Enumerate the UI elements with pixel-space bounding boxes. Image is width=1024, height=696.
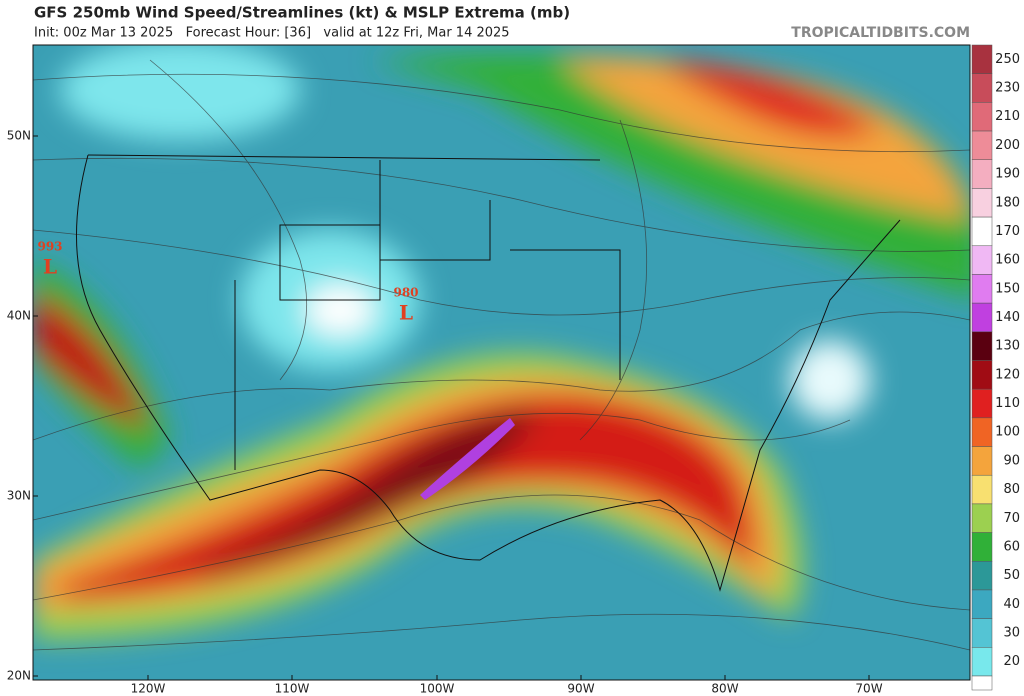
borders [75,154,901,592]
colorbar-cell [971,618,993,648]
colorbar-cell [971,102,993,132]
colorbar-label: 150 [995,281,1020,296]
colorbar-cell [971,73,993,103]
colorbar-cell [971,503,993,533]
colorbar-cell [971,446,993,476]
colorbar-label: 230 [995,81,1020,96]
lon-label: 110W [275,682,310,696]
lat-label: 30N [7,489,31,503]
lon-label: 100W [420,682,455,696]
colorbar-cell [971,561,993,591]
colorbar-cell [971,532,993,562]
colorbar-cell [971,417,993,447]
colorbar-label: 130 [995,339,1020,354]
map [33,45,970,680]
colorbar-cell [971,331,993,361]
map-frame [32,44,971,681]
colorbar-label: 170 [995,224,1020,239]
colorbar-label: 40 [1003,597,1020,612]
lat-label: 50N [7,129,31,143]
colorbar-label: 250 [995,52,1020,67]
colorbar-label: 140 [995,310,1020,325]
colorbar-label: 80 [1003,482,1020,497]
colorbar-label: 200 [995,138,1020,153]
colorbar-label: 210 [995,109,1020,124]
subtitle: Init: 00z Mar 13 2025 Forecast Hour: [36… [34,26,510,41]
low-pressure: 980 [393,286,418,300]
colorbar-cell [971,647,993,677]
colorbar-label: 30 [1003,625,1020,640]
colorbar-cell [971,302,993,333]
colorbar-label: 120 [995,367,1020,382]
low-symbol: L [43,255,57,279]
lat-label: 20N [7,669,31,683]
colorbar-label: 100 [995,425,1020,440]
lon-label: 90W [567,682,594,696]
colorbar-cell [971,388,993,419]
lon-label: 80W [711,682,738,696]
colorbar-cell [971,188,993,218]
title: GFS 250mb Wind Speed/Streamlines (kt) & … [34,4,570,22]
colorbar-label: 110 [995,396,1020,411]
colorbar-cell [971,159,993,189]
low-pressure: 993 [37,240,62,254]
colorbar-cell [971,130,993,160]
lon-label: 70W [855,682,882,696]
colorbar-cell [971,245,993,275]
colorbar-label: 180 [995,195,1020,210]
colorbar-cell [971,675,993,691]
colorbar-label: 70 [1003,511,1020,526]
colorbar-label: 190 [995,167,1020,182]
colorbar-label: 90 [1003,453,1020,468]
colorbar-cell [971,216,993,247]
lon-label: 120W [131,682,166,696]
streamlines [33,59,970,651]
colorbar-cell [971,360,993,390]
colorbar-label: 50 [1003,568,1020,583]
lat-label: 40N [7,309,31,323]
colorbar-cell [971,589,993,619]
low-symbol: L [399,301,413,325]
colorbar-cell [971,274,993,304]
colorbar-label: 20 [1003,654,1020,669]
colorbar-label: 160 [995,253,1020,268]
colorbar-cell [971,44,993,74]
site-name: TROPICALTIDBITS.COM [791,25,970,41]
colorbar-label: 60 [1003,539,1020,554]
colorbar-cell [971,474,993,505]
